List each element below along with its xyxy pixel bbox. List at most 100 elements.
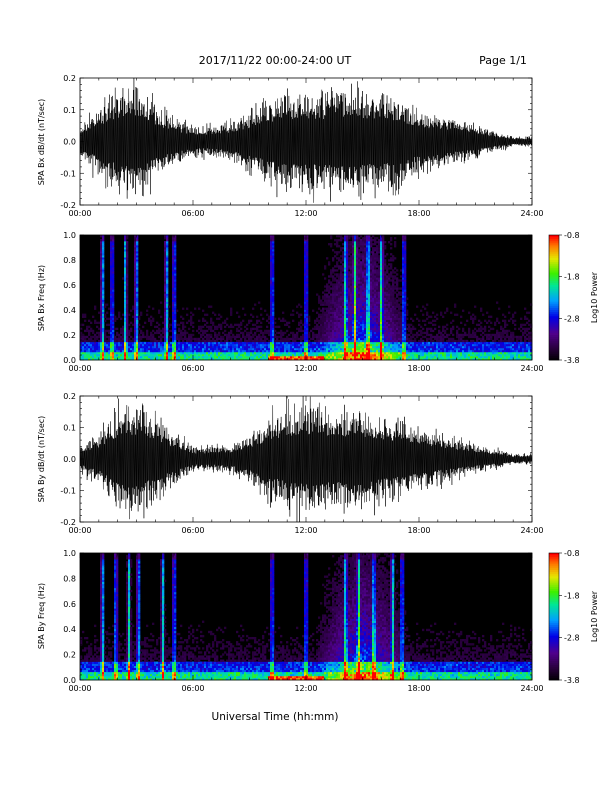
spectrogram-cell [174,257,177,260]
spectrogram-cell [388,309,391,312]
spectrogram-cell [102,277,105,280]
spectrogram-cell [336,269,339,272]
spectrogram-cell [348,281,351,284]
spectrogram-cell [326,295,329,298]
spectrogram-cell [320,313,323,316]
spectrogram-cell [110,281,113,284]
spectrogram-cell [328,289,331,292]
spectrogram-cell [398,333,401,337]
spectrogram-cell [172,353,175,357]
spectrogram-cell [346,305,349,308]
spectrogram-cell [332,333,335,337]
spectrogram-cell [326,319,329,322]
spectrogram-cell [110,353,113,357]
spectrogram-cell [374,347,377,351]
spectrogram-cell [254,351,257,355]
spectrogram-cell [356,301,359,304]
spectrogram-cell [344,323,347,327]
spectrogram-cell [134,325,137,329]
spectrogram-cell [166,277,169,280]
spectrogram-cell [326,337,329,341]
spectrogram-cell [382,261,385,264]
spectrogram-cell [394,285,397,288]
spectrogram-cell [180,357,183,361]
spectrogram-cell [126,287,129,290]
spectrogram-cell [280,345,283,349]
spectrogram-cell [114,355,117,359]
spectrogram-cell [378,337,381,341]
spectrogram-cell [304,291,307,294]
spectrogram-cell [376,329,379,333]
spectrogram-cell [148,355,151,359]
spectrogram-cell [84,345,87,349]
spectrogram-cell [358,293,361,296]
spectrogram-cell [384,261,387,264]
spectrogram-cell [394,287,397,290]
spectrogram-cell [98,345,101,349]
spectrogram-cell [276,347,279,351]
spectrogram-cell [374,253,377,256]
spectrogram-cell [346,293,349,296]
spectrogram-cell [340,307,343,310]
spectrogram-cell [352,299,355,302]
spectrogram-cell [250,337,253,341]
spectrogram-cell [402,345,405,349]
spectrogram-cell [360,351,363,355]
spectrogram-cell [260,347,263,351]
spectrogram-cell [140,341,143,345]
spectrogram-cell [348,325,351,329]
spectrogram-cell [340,311,343,314]
spectrogram-cell [96,337,99,341]
spectrogram-cell [194,345,197,349]
spectrogram-cell [362,241,365,244]
spectrogram-cell [384,319,387,322]
spectrogram-cell [326,347,329,351]
spectrogram-cell [342,347,345,351]
spectrogram-cell [296,331,299,335]
spectrogram-cell [390,273,393,276]
spectrogram-cell [256,329,259,333]
spectrogram-cell [272,305,275,308]
spectrogram-cell [172,271,175,274]
spectrogram-cell [350,313,353,316]
spectrogram-cell [382,289,385,292]
spectrogram-cell [178,341,181,345]
spectrogram-cell [316,353,319,357]
spectrogram-cell [116,349,119,353]
spectrogram-cell [164,273,167,276]
spectrogram-cell [262,335,265,339]
spectrogram-cell [306,271,309,274]
spectrogram-cell [228,345,231,349]
spectrogram-cell [404,339,407,343]
spectrogram-cell [138,355,141,359]
spectrogram-cell [210,355,213,359]
spectrogram-cell [264,343,267,347]
spectrogram-cell [136,339,139,343]
spectrogram-cell [368,251,371,254]
spectrogram-cell [172,237,175,240]
spectrogram-cell [234,323,237,327]
spectrogram-cell [230,331,233,335]
spectrogram-cell [404,239,407,242]
spectrogram-cell [404,303,407,306]
spectrogram-cell [360,255,363,258]
spectrogram-cell [362,335,365,339]
spectrogram-cell [390,321,393,325]
spectrogram-cell [368,245,371,248]
spectrogram-cell [284,345,287,349]
spectrogram-cell [368,333,371,337]
spectrogram-cell [396,327,399,331]
spectrogram-cell [118,347,121,351]
spectrogram-cell [274,333,277,337]
spectrogram-cell [382,335,385,339]
spectrogram-cell [298,337,301,341]
spectrogram-cell [134,331,137,335]
spectrogram-cell [238,355,241,359]
spectrogram-cell [388,351,391,355]
spectrogram-cell [162,347,165,351]
spectrogram-cell [396,341,399,345]
spectrogram-cell [100,281,103,284]
spectrogram-cell [342,313,345,316]
spectrogram-cell [332,323,335,327]
spectrogram-cell [384,303,387,306]
